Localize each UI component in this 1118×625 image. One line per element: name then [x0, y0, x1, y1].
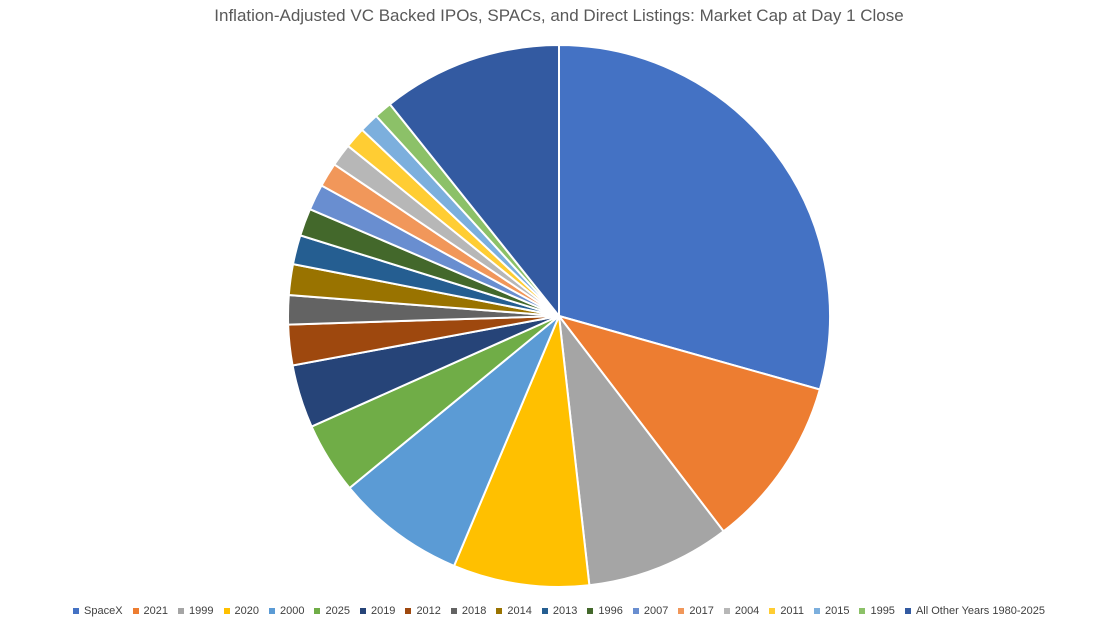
legend-item: 2004: [723, 605, 760, 617]
legend-swatch: [359, 608, 366, 614]
pie-slice-1999: [557, 312, 725, 587]
legend-swatch: [632, 608, 639, 614]
legend-swatch: [496, 608, 503, 614]
legend-item: 2007: [632, 605, 669, 617]
legend-swatch: [314, 608, 321, 614]
legend: SpaceX 2021 1999 2020 2000 2025 2019 2012 2018 20…: [0, 605, 1118, 617]
legend-item: 2018: [450, 605, 487, 617]
legend-item: 2015: [813, 605, 850, 617]
pie-slice-2000: [348, 315, 560, 568]
pie-slice-all-other-years-1980-2025: [388, 43, 560, 319]
legend-item: 2025: [314, 605, 350, 617]
pie-slice-2020: [452, 312, 591, 588]
legend-label: 2004: [734, 605, 760, 617]
legend-swatch: [405, 608, 412, 614]
legend-item: All Other Years 1980-2025: [904, 605, 1045, 617]
legend-item: 2017: [678, 605, 714, 617]
legend-label: 2013: [552, 605, 578, 617]
legend-label: 2021: [143, 605, 169, 617]
legend-label: 1999: [189, 605, 214, 617]
legend-swatch: [450, 608, 457, 614]
legend-swatch: [178, 608, 185, 614]
legend-swatch: [904, 608, 911, 614]
legend-label: SpaceX: [84, 605, 123, 617]
legend-swatch: [723, 608, 730, 614]
legend-swatch: [587, 608, 594, 614]
legend-swatch: [132, 608, 139, 614]
legend-item: 2012: [405, 605, 441, 617]
legend-swatch: [678, 608, 685, 614]
legend-label: 2018: [461, 605, 487, 617]
legend-label: 2000: [279, 605, 305, 617]
legend-label: All Other Years 1980-2025: [915, 605, 1045, 617]
legend-label: 2014: [507, 605, 532, 617]
legend-item: 2014: [496, 605, 532, 617]
legend-label: 1995: [870, 605, 895, 617]
pie-slice-spacex: [558, 43, 831, 391]
pie-slice-2021: [556, 314, 822, 533]
legend-label: 2017: [689, 605, 714, 617]
legend-swatch: [769, 608, 776, 614]
legend-label: 1996: [598, 605, 623, 617]
legend-label: 2011: [780, 605, 804, 617]
legend-item: 2000: [268, 605, 305, 617]
legend-swatch: [859, 608, 866, 614]
legend-swatch: [73, 608, 79, 614]
legend-label: 2025: [325, 605, 350, 617]
legend-item: 1999: [178, 605, 214, 617]
legend-label: 2012: [416, 605, 441, 617]
legend-item: 1996: [587, 605, 623, 617]
legend-item: 2019: [359, 605, 396, 617]
legend-item: 2020: [223, 605, 259, 617]
legend-item: 2011: [769, 605, 804, 617]
legend-label: 2019: [370, 605, 396, 617]
legend-label: 2015: [824, 605, 850, 617]
legend-item: 1995: [859, 605, 895, 617]
legend-swatch: [541, 608, 548, 614]
legend-swatch: [268, 608, 275, 614]
legend-swatch: [813, 608, 820, 614]
legend-swatch: [223, 608, 230, 614]
legend-label: 2020: [234, 605, 259, 617]
legend-item: 2021: [132, 605, 169, 617]
legend-label: 2007: [643, 605, 669, 617]
legend-item: 2013: [541, 605, 578, 617]
chart-title: Inflation-Adjusted VC Backed IPOs, SPACs…: [214, 6, 904, 25]
legend-item: SpaceX: [73, 605, 123, 617]
